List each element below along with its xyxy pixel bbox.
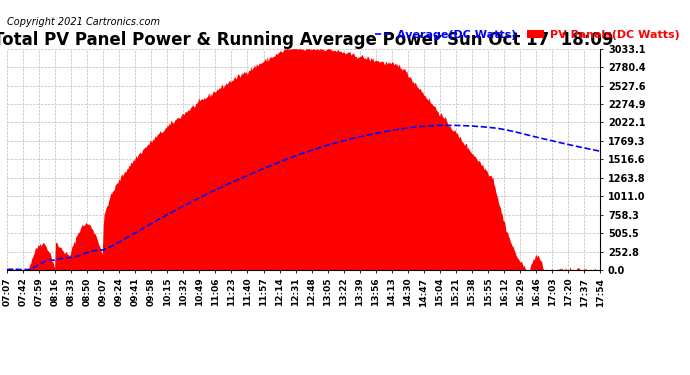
Title: Total PV Panel Power & Running Average Power Sun Oct 17  18:09: Total PV Panel Power & Running Average P… <box>0 31 614 49</box>
Text: Copyright 2021 Cartronics.com: Copyright 2021 Cartronics.com <box>7 17 160 27</box>
Legend: Average(DC Watts), PV Panels(DC Watts): Average(DC Watts), PV Panels(DC Watts) <box>370 26 684 44</box>
